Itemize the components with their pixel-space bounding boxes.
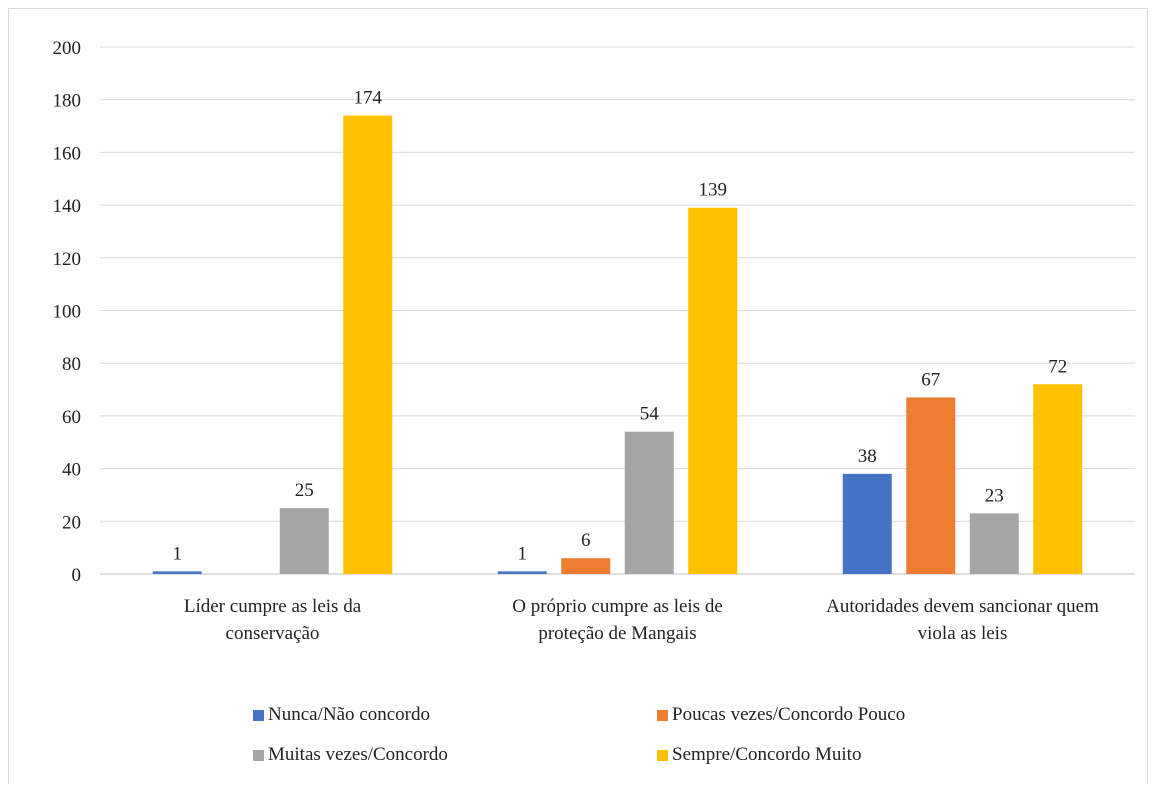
legend-label-1: Poucas vezes/Concordo Pouco (672, 704, 906, 725)
legend-label-3: Sempre/Concordo Muito (672, 744, 862, 765)
legend-item-3: Sempre/Concordo Muito (657, 744, 861, 766)
legend-item-1: Poucas vezes/Concordo Pouco (657, 704, 905, 726)
y-tick-label: 180 (53, 91, 82, 112)
x-tick-label: proteção de Mangais (538, 623, 696, 644)
bar (969, 513, 1019, 574)
bar (279, 508, 329, 574)
data-label: 23 (985, 485, 1004, 506)
bar (906, 397, 956, 574)
legend-swatch-2 (253, 749, 264, 761)
data-label: 72 (1048, 356, 1067, 377)
data-label: 174 (354, 88, 383, 109)
data-label: 1 (173, 543, 183, 564)
bar (152, 571, 202, 574)
legend-item-0: Nunca/Não concordo (253, 704, 430, 726)
y-tick-label: 100 (53, 302, 82, 323)
bar (343, 115, 393, 574)
legend-item-2: Muitas vezes/Concordo (253, 744, 448, 766)
y-tick-label: 140 (53, 196, 82, 217)
data-label: 67 (921, 369, 940, 390)
legend-swatch-3 (657, 749, 668, 761)
x-tick-label: Autoridades devem sancionar quem (826, 596, 1099, 617)
data-label: 1 (518, 543, 528, 564)
data-label: 139 (699, 180, 728, 201)
legend-label-0: Nunca/Não concordo (268, 704, 430, 725)
chart-frame (8, 8, 1148, 784)
x-tick-label: conservação (226, 623, 320, 644)
bar (1033, 384, 1083, 574)
y-tick-label: 40 (62, 460, 81, 481)
bar (688, 207, 738, 575)
y-tick-label: 160 (53, 143, 82, 164)
x-tick-label: O próprio cumpre as leis de (512, 596, 723, 617)
data-label: 54 (640, 404, 660, 425)
legend-label-2: Muitas vezes/Concordo (268, 744, 448, 765)
y-tick-label: 200 (53, 38, 82, 59)
bar (624, 431, 674, 574)
data-label: 6 (581, 530, 591, 551)
legend-swatch-1 (657, 709, 668, 721)
bar (561, 558, 611, 574)
y-tick-label: 120 (53, 249, 82, 270)
y-tick-label: 20 (62, 512, 81, 533)
legend-swatch-0 (253, 709, 264, 721)
y-tick-label: 60 (62, 407, 81, 428)
x-tick-label: Líder cumpre as leis da (184, 596, 362, 617)
y-tick-label: 0 (72, 565, 82, 586)
bar (842, 473, 892, 574)
data-label: 38 (858, 446, 877, 467)
x-tick-label: viola as leis (918, 623, 1008, 644)
y-tick-label: 80 (62, 354, 81, 375)
data-label: 25 (295, 480, 314, 501)
bar (497, 571, 547, 574)
